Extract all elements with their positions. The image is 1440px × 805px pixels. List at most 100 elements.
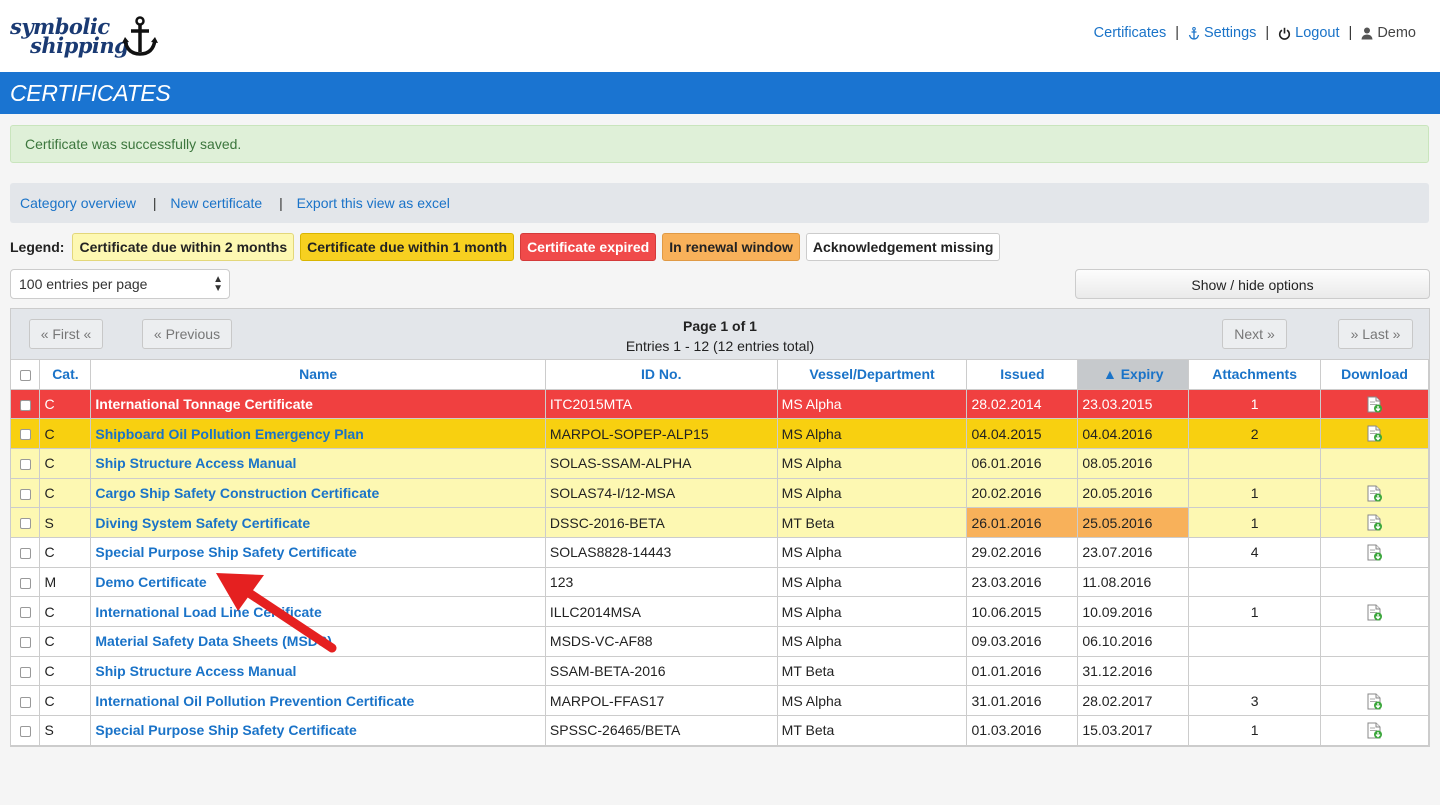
row-checkbox[interactable] bbox=[19, 429, 31, 441]
row-checkbox[interactable] bbox=[19, 548, 31, 560]
download-document-icon[interactable] bbox=[1366, 485, 1383, 502]
table-row[interactable]: C International Tonnage Certificate ITC201… bbox=[11, 389, 1429, 420]
cell-expiry: 31.12.2016 bbox=[1077, 656, 1190, 687]
cell-vessel: MT Beta bbox=[777, 507, 968, 538]
first-page-button[interactable]: « First « bbox=[29, 319, 103, 349]
export-excel-link[interactable]: Export this view as excel bbox=[296, 195, 450, 211]
nav-certificates-link[interactable]: Certificates bbox=[1093, 25, 1167, 41]
cell-attachments: 4 bbox=[1188, 537, 1322, 568]
certificate-name-link[interactable]: Diving System Safety Certificate bbox=[95, 514, 311, 531]
select-all-checkbox[interactable] bbox=[19, 370, 31, 382]
row-checkbox[interactable] bbox=[19, 726, 31, 738]
table-row[interactable]: C Shipboard Oil Pollution Emergency Plan M… bbox=[11, 418, 1429, 449]
table-row[interactable]: C International Oil Pollution Prevention … bbox=[11, 685, 1429, 717]
download-document-icon[interactable] bbox=[1366, 514, 1383, 531]
row-select-cell bbox=[11, 537, 41, 568]
row-checkbox[interactable] bbox=[19, 488, 31, 500]
previous-page-button[interactable]: « Previous bbox=[142, 319, 232, 349]
certificate-name-link[interactable]: Ship Structure Access Manual bbox=[95, 663, 297, 680]
select-all-header bbox=[11, 360, 41, 390]
certificate-name-link[interactable]: International Tonnage Certificate bbox=[95, 395, 313, 412]
cell-issued: 01.03.2016 bbox=[966, 715, 1079, 746]
col-header-expiry[interactable]: ▲ Expiry bbox=[1077, 360, 1190, 390]
table-row[interactable]: C Material Safety Data Sheets (MSDS) MSDS-… bbox=[11, 626, 1429, 657]
col-header-vessel[interactable]: Vessel/Department bbox=[777, 360, 968, 390]
cell-download bbox=[1320, 537, 1429, 568]
cell-name: Shipboard Oil Pollution Emergency Plan bbox=[90, 418, 546, 449]
row-checkbox[interactable] bbox=[19, 666, 31, 678]
show-hide-options-button[interactable]: Show / hide options bbox=[1075, 269, 1430, 299]
cell-name: Special Purpose Ship Safety Certificate bbox=[90, 715, 546, 746]
download-document-icon[interactable] bbox=[1366, 693, 1383, 710]
user-menu[interactable]: Demo bbox=[1361, 25, 1416, 41]
page-title: CERTIFICATES bbox=[10, 80, 171, 106]
row-checkbox[interactable] bbox=[19, 518, 31, 530]
nav-settings-link[interactable]: Settings bbox=[1188, 25, 1256, 41]
table-row[interactable]: S Diving System Safety Certificate DSSC-20… bbox=[11, 507, 1429, 538]
download-document-icon[interactable] bbox=[1366, 722, 1383, 739]
cell-cat: C bbox=[39, 537, 92, 568]
entries-count: Entries 1 - 12 (12 entries total) bbox=[625, 338, 815, 354]
cell-cat: C bbox=[39, 656, 92, 687]
row-checkbox[interactable] bbox=[19, 637, 31, 649]
anchor-icon bbox=[122, 16, 158, 56]
certificate-name-link[interactable]: International Load Line Certificate bbox=[95, 603, 322, 620]
nav-logout-link[interactable]: Logout bbox=[1278, 25, 1340, 41]
cell-id: SOLAS-SSAM-ALPHA bbox=[545, 448, 778, 479]
category-overview-link[interactable]: Category overview bbox=[20, 195, 136, 211]
certificate-name-link[interactable]: International Oil Pollution Prevention C… bbox=[95, 692, 415, 709]
row-checkbox[interactable] bbox=[19, 696, 31, 708]
col-header-name[interactable]: Name bbox=[90, 360, 546, 390]
certificate-name-link[interactable]: Shipboard Oil Pollution Emergency Plan bbox=[95, 425, 364, 442]
cell-expiry: 08.05.2016 bbox=[1077, 448, 1190, 479]
table-row[interactable]: S Special Purpose Ship Safety Certificate… bbox=[11, 715, 1429, 746]
col-header-cat[interactable]: Cat. bbox=[39, 360, 92, 390]
certificate-name-link[interactable]: Ship Structure Access Manual bbox=[95, 455, 297, 472]
certificate-name-link[interactable]: Special Purpose Ship Safety Certificate bbox=[95, 544, 357, 561]
col-header-download[interactable]: Download bbox=[1320, 360, 1429, 390]
col-header-attachments[interactable]: Attachments bbox=[1188, 360, 1322, 390]
cell-expiry: 25.05.2016 bbox=[1077, 507, 1190, 538]
table-row[interactable]: M Demo Certificate 123 MS Alpha 23.03.2016 11… bbox=[11, 567, 1429, 598]
cell-cat: M bbox=[39, 567, 92, 598]
page-title-banner: CERTIFICATES bbox=[0, 72, 1440, 114]
row-select-cell bbox=[11, 448, 41, 479]
table-row[interactable]: C Ship Structure Access Manual SSAM-BETA-2… bbox=[11, 656, 1429, 687]
pagination-bar: « First « « Previous Page 1 of 1 Entries… bbox=[11, 309, 1429, 360]
logo[interactable]: symbolic shipping bbox=[10, 14, 160, 60]
certificate-name-link[interactable]: Cargo Ship Safety Construction Certifica… bbox=[95, 484, 380, 501]
last-page-button[interactable]: » Last » bbox=[1338, 319, 1413, 349]
row-checkbox[interactable] bbox=[19, 399, 31, 411]
entries-per-page-select[interactable]: 100 entries per page ▲ ▼ bbox=[10, 269, 230, 299]
row-checkbox[interactable] bbox=[19, 459, 31, 471]
certificate-name-link[interactable]: Demo Certificate bbox=[95, 573, 207, 590]
cell-attachments bbox=[1188, 656, 1322, 687]
download-document-icon[interactable] bbox=[1366, 544, 1383, 561]
cell-issued: 09.03.2016 bbox=[966, 626, 1079, 657]
cell-download bbox=[1320, 478, 1429, 509]
next-page-button[interactable]: Next » bbox=[1222, 319, 1287, 349]
table-row[interactable]: C International Load Line Certificate ILLC… bbox=[11, 596, 1429, 627]
cell-vessel: MT Beta bbox=[777, 715, 968, 746]
new-certificate-link[interactable]: New certificate bbox=[170, 195, 263, 211]
row-checkbox[interactable] bbox=[19, 607, 31, 619]
table-row[interactable]: C Special Purpose Ship Safety Certificate… bbox=[11, 537, 1429, 568]
cell-vessel: MT Beta bbox=[777, 656, 968, 687]
cell-cat: C bbox=[39, 389, 92, 420]
certificate-name-link[interactable]: Special Purpose Ship Safety Certificate bbox=[95, 722, 357, 739]
cell-id: MARPOL-FFAS17 bbox=[545, 685, 778, 717]
row-checkbox[interactable] bbox=[19, 577, 31, 589]
cell-name: International Oil Pollution Prevention C… bbox=[90, 685, 546, 717]
table-row[interactable]: C Ship Structure Access Manual SOLAS-SSAM-… bbox=[11, 448, 1429, 479]
download-document-icon[interactable] bbox=[1366, 425, 1383, 442]
table-row[interactable]: C Cargo Ship Safety Construction Certific… bbox=[11, 478, 1429, 509]
download-document-icon[interactable] bbox=[1366, 396, 1383, 413]
row-select-cell bbox=[11, 656, 41, 687]
user-icon bbox=[1361, 27, 1373, 39]
download-document-icon[interactable] bbox=[1366, 604, 1383, 621]
col-header-id[interactable]: ID No. bbox=[545, 360, 778, 390]
certificate-name-link[interactable]: Material Safety Data Sheets (MSDS) bbox=[95, 633, 332, 650]
cell-expiry: 28.02.2017 bbox=[1077, 685, 1190, 717]
cell-issued: 26.01.2016 bbox=[966, 507, 1079, 538]
col-header-issued[interactable]: Issued bbox=[966, 360, 1079, 390]
